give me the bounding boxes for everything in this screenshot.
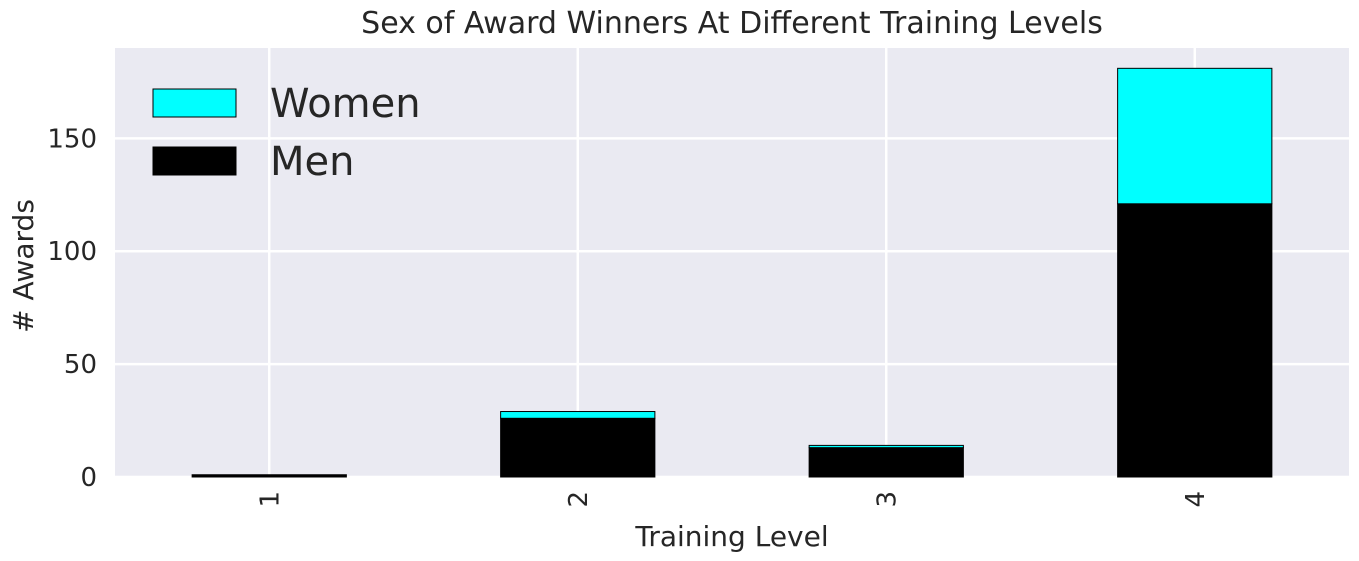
y-axis-label: # Awards — [7, 199, 40, 333]
legend-swatch-men — [152, 146, 237, 176]
chart-title: Sex of Award Winners At Different Traini… — [361, 6, 1103, 41]
bar-women-4 — [1117, 67, 1273, 205]
y-tick-label: 100 — [47, 237, 97, 267]
bar-women-3 — [808, 444, 964, 449]
bar-women-2 — [500, 411, 656, 419]
bar-men-3 — [808, 447, 964, 478]
x-axis-label: Training Level — [634, 520, 828, 553]
bars — [191, 67, 1273, 478]
bar-men-1 — [191, 474, 347, 478]
x-tick-label: 3 — [872, 491, 902, 508]
x-tick-label: 1 — [255, 491, 285, 508]
y-tick-label: 0 — [80, 463, 97, 493]
legend-label-women: Women — [270, 81, 421, 127]
x-tick-label: 4 — [1181, 491, 1211, 508]
y-tick-label: 150 — [47, 124, 97, 154]
legend-label-men: Men — [270, 139, 354, 185]
legend: Women Men — [152, 81, 421, 185]
x-tick-label: 2 — [564, 491, 594, 508]
x-tick-labels: 1 2 3 4 — [255, 491, 1211, 508]
y-tick-label: 50 — [64, 350, 97, 380]
legend-swatch-women — [152, 88, 237, 118]
bar-men-4 — [1117, 203, 1273, 478]
y-tick-labels: 0 50 100 150 — [47, 124, 97, 493]
bar-men-2 — [500, 417, 656, 478]
